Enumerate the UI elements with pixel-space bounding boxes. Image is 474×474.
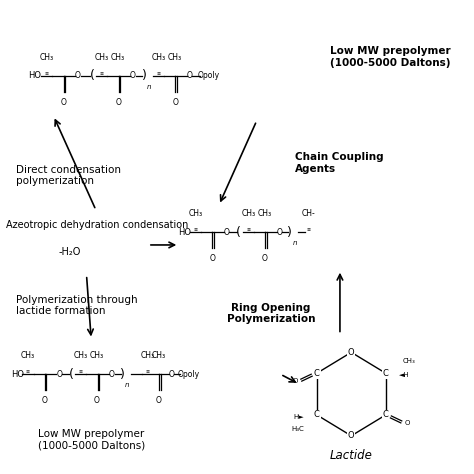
Text: O: O: [261, 254, 267, 263]
Text: O: O: [348, 431, 355, 440]
Text: O: O: [224, 228, 229, 237]
Text: C: C: [314, 369, 320, 378]
Text: ≡: ≡: [26, 370, 30, 375]
Text: O: O: [42, 396, 48, 405]
Text: ≡: ≡: [146, 370, 150, 375]
Text: O: O: [405, 420, 410, 426]
Text: Ring Opening
Polymerization: Ring Opening Polymerization: [227, 302, 315, 324]
Text: O: O: [75, 72, 81, 81]
Text: CH₃: CH₃: [74, 351, 88, 360]
Text: Polymerization through
lactide formation: Polymerization through lactide formation: [16, 295, 137, 316]
Text: ≡: ≡: [307, 228, 311, 233]
Text: O: O: [130, 72, 136, 81]
Text: -H₂O: -H₂O: [58, 247, 81, 257]
Text: Lactide: Lactide: [330, 449, 373, 462]
Text: O: O: [348, 348, 355, 357]
Text: Low MW prepolymer
(1000-5000 Daltons): Low MW prepolymer (1000-5000 Daltons): [330, 46, 451, 68]
Text: CH₃: CH₃: [167, 53, 182, 62]
Text: HO: HO: [28, 72, 41, 81]
Text: ≡: ≡: [45, 72, 49, 76]
Text: CH₃: CH₃: [110, 53, 125, 62]
Text: Opoly: Opoly: [178, 370, 200, 379]
Text: O: O: [109, 370, 115, 379]
Text: ≡: ≡: [156, 72, 160, 76]
Text: C: C: [383, 410, 389, 419]
Text: Opoly: Opoly: [198, 72, 219, 81]
Text: ): ): [120, 368, 125, 381]
Text: Azeotropic dehydration condensation: Azeotropic dehydration condensation: [6, 220, 189, 230]
Text: Low MW prepolymer
(1000-5000 Daltons): Low MW prepolymer (1000-5000 Daltons): [37, 429, 145, 450]
Text: HO: HO: [178, 228, 191, 237]
Text: CH₃: CH₃: [151, 53, 165, 62]
Text: O: O: [210, 254, 215, 263]
Text: H₃C: H₃C: [291, 426, 304, 432]
Text: CH₃: CH₃: [95, 53, 109, 62]
Text: n: n: [146, 84, 151, 90]
Text: CH-: CH-: [302, 209, 316, 218]
Text: O: O: [292, 378, 298, 384]
Text: O: O: [94, 396, 100, 405]
Text: C: C: [383, 369, 389, 378]
Text: O: O: [173, 98, 178, 107]
Text: O: O: [116, 98, 122, 107]
Text: CH₃: CH₃: [188, 209, 202, 218]
Text: O: O: [155, 396, 161, 405]
Text: O: O: [187, 72, 192, 81]
Text: O: O: [56, 370, 62, 379]
Text: O: O: [61, 98, 67, 107]
Text: ≡: ≡: [193, 228, 197, 233]
Text: O: O: [348, 348, 355, 357]
Text: C: C: [314, 410, 320, 419]
Text: Chain Coupling
Agents: Chain Coupling Agents: [294, 153, 383, 174]
Text: n: n: [292, 240, 297, 246]
Text: (: (: [69, 368, 74, 381]
Text: CH₃: CH₃: [40, 53, 54, 62]
Text: O: O: [169, 370, 174, 379]
Text: (: (: [90, 70, 95, 82]
Text: ≡: ≡: [79, 370, 83, 375]
Text: CH₃: CH₃: [257, 209, 271, 218]
Text: (: (: [237, 226, 241, 238]
Text: CH₃: CH₃: [151, 351, 165, 360]
Text: H►: H►: [293, 414, 304, 420]
Text: CH₃: CH₃: [403, 358, 415, 364]
Text: ): ): [142, 70, 146, 82]
Text: CH₃: CH₃: [21, 351, 35, 360]
Text: CH₃: CH₃: [241, 209, 255, 218]
Text: O: O: [276, 228, 283, 237]
Text: CH₃: CH₃: [141, 351, 155, 360]
Text: Direct condensation
polymerization: Direct condensation polymerization: [16, 164, 120, 186]
Text: ≡: ≡: [246, 228, 250, 233]
Text: CH₃: CH₃: [90, 351, 104, 360]
Text: ≡: ≡: [100, 72, 104, 76]
Text: ◄H: ◄H: [399, 372, 410, 378]
Text: ): ): [287, 226, 292, 238]
Text: HO: HO: [11, 370, 24, 379]
Text: n: n: [125, 382, 129, 388]
